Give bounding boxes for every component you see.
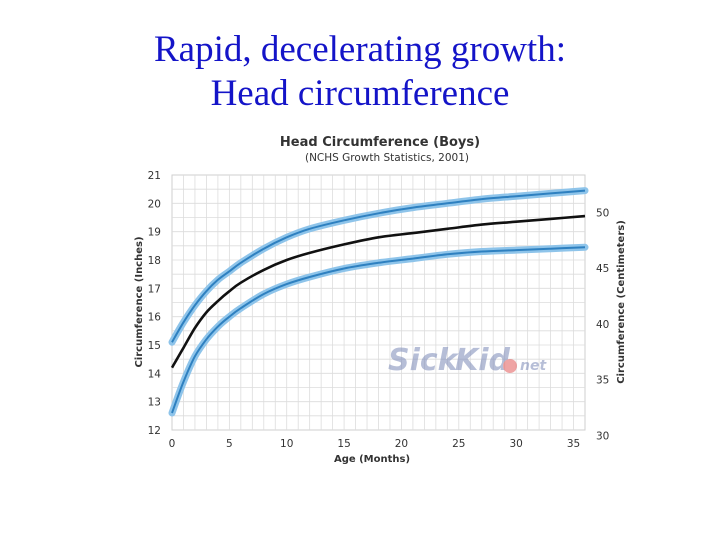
tick-layer: 12 13 14 15 16 17 18 19 20 21 30 35 40 45 50 0 5 10 15 20 25… xyxy=(148,170,610,450)
y-tick-label-centimeters: 45 xyxy=(596,263,609,275)
x-tick-label: 30 xyxy=(509,438,522,450)
x-axis-label: Age (Months) xyxy=(334,454,410,465)
lower-percentile-line xyxy=(171,246,586,414)
watermark-word-net: net xyxy=(520,358,547,374)
sickkid-watermark: Sick Kid net xyxy=(388,343,547,378)
slide-title-line-1: Rapid, decelerating growth: xyxy=(153,29,566,70)
watermark-word-sick: Sick xyxy=(388,343,460,378)
y-tick-label-inches: 12 xyxy=(148,425,161,437)
y-tick-label-centimeters: 30 xyxy=(596,430,609,442)
heart-icon xyxy=(503,359,517,373)
watermark-word-kid: Kid xyxy=(455,343,511,378)
chart-subtitle: (NCHS Growth Statistics, 2001) xyxy=(305,152,469,164)
x-tick-label: 25 xyxy=(452,438,465,450)
y-tick-label-inches: 19 xyxy=(148,227,161,239)
chart-title: Head Circumference (Boys) xyxy=(280,135,480,150)
x-tick-label: 15 xyxy=(337,438,350,450)
y-tick-label-inches: 17 xyxy=(148,283,161,295)
x-tick-label: 0 xyxy=(169,438,176,450)
y-axis-label-inches: Circumference (Inches) xyxy=(134,236,145,367)
x-tick-label: 5 xyxy=(226,438,233,450)
y-tick-label-inches: 13 xyxy=(148,397,161,409)
series-layer xyxy=(168,187,589,417)
x-tick-label: 10 xyxy=(280,438,293,450)
y-tick-label-centimeters: 50 xyxy=(596,207,609,219)
y-tick-label-inches: 18 xyxy=(148,255,161,267)
median-line xyxy=(170,214,586,369)
y-tick-label-centimeters: 35 xyxy=(596,375,609,387)
y-tick-label-inches: 20 xyxy=(148,198,161,210)
slide-title: Rapid, decelerating growth: Head circumf… xyxy=(0,28,720,116)
x-tick-label: 20 xyxy=(395,438,408,450)
y-tick-label-inches: 14 xyxy=(148,368,162,380)
x-tick-label: 35 xyxy=(567,438,580,450)
y-tick-label-inches: 16 xyxy=(148,312,162,324)
y-tick-label-inches: 15 xyxy=(148,340,161,352)
upper-percentile-line xyxy=(171,189,586,343)
y-axis-label-centimeters: Circumference (Centimeters) xyxy=(616,220,627,384)
slide-title-line-2: Head circumference xyxy=(210,73,510,114)
y-tick-label-centimeters: 40 xyxy=(596,319,609,331)
y-tick-label-inches: 21 xyxy=(148,170,161,182)
